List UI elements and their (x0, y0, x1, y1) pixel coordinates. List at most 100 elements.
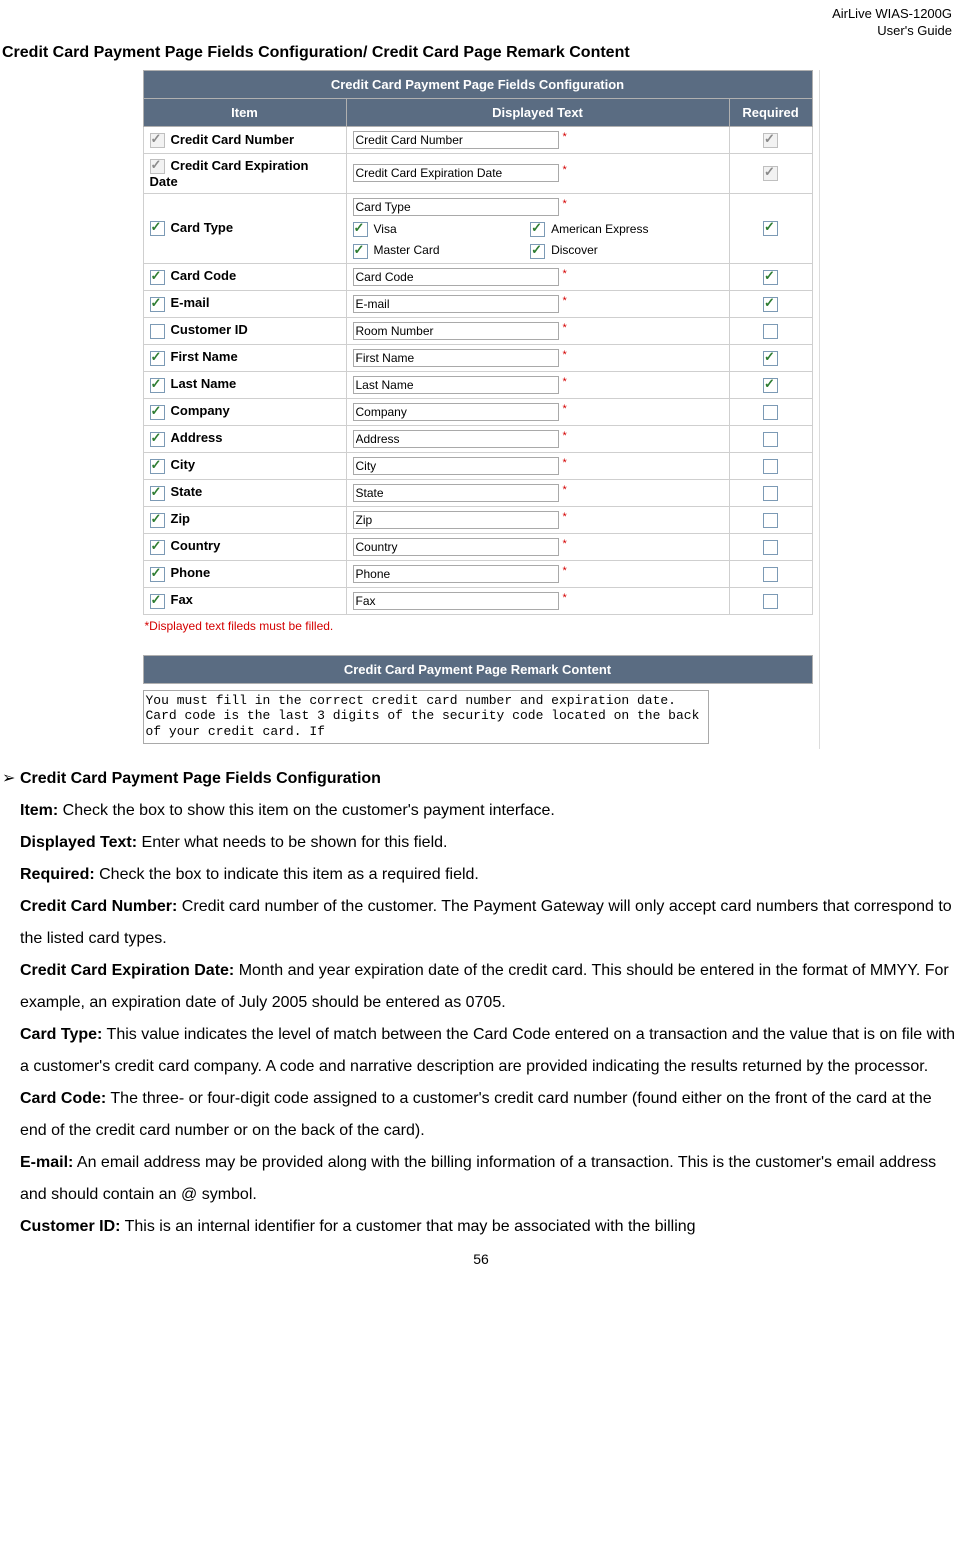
cardtype-checkbox[interactable] (353, 222, 368, 237)
required-cell (729, 263, 812, 290)
item-label: Customer ID (171, 322, 248, 337)
table-row: Credit Card Number* (143, 126, 812, 153)
required-checkbox[interactable] (763, 270, 778, 285)
table-row: Last Name* (143, 371, 812, 398)
displayed-cell: * (346, 425, 729, 452)
required-text: Check the box to indicate this item as a… (95, 866, 479, 883)
required-checkbox[interactable] (763, 513, 778, 528)
item-checkbox[interactable] (150, 324, 165, 339)
footnote: *Displayed text fileds must be filled. (143, 615, 813, 649)
item-label: Fax (171, 592, 193, 607)
required-star-icon: * (563, 484, 567, 496)
displayed-text-input[interactable] (353, 322, 559, 340)
section-heading: Credit Card Payment Page Fields Configur… (20, 763, 381, 795)
cardtype-label: Discover (551, 243, 598, 257)
required-checkbox[interactable] (763, 594, 778, 609)
bullet-icon: ➢ (2, 763, 20, 795)
item-checkbox[interactable] (150, 567, 165, 582)
table-row: City* (143, 452, 812, 479)
item-checkbox (150, 133, 165, 148)
displayed-text-input[interactable] (353, 349, 559, 367)
required-checkbox (763, 133, 778, 148)
page-number: 56 (0, 1243, 962, 1267)
required-star-icon: * (563, 430, 567, 442)
required-checkbox[interactable] (763, 459, 778, 474)
ccexp-label: Credit Card Expiration Date: (20, 962, 234, 979)
item-checkbox[interactable] (150, 486, 165, 501)
required-cell (729, 290, 812, 317)
item-cell: Company (143, 398, 346, 425)
item-checkbox[interactable] (150, 270, 165, 285)
item-label: State (171, 484, 203, 499)
required-star-icon: * (563, 457, 567, 469)
cardtype-checkbox[interactable] (353, 244, 368, 259)
required-star-icon: * (563, 592, 567, 604)
item-checkbox[interactable] (150, 297, 165, 312)
required-cell (729, 153, 812, 193)
displayed-text-input[interactable] (353, 376, 559, 394)
cardtype-checkbox[interactable] (530, 222, 545, 237)
item-checkbox[interactable] (150, 540, 165, 555)
displayed-cell: * (346, 317, 729, 344)
required-checkbox[interactable] (763, 567, 778, 582)
item-checkbox[interactable] (150, 221, 165, 236)
displayed-text-input[interactable] (353, 538, 559, 556)
required-cell (729, 533, 812, 560)
required-checkbox[interactable] (763, 324, 778, 339)
required-checkbox[interactable] (763, 486, 778, 501)
displayed-text-input[interactable] (353, 484, 559, 502)
required-checkbox[interactable] (763, 351, 778, 366)
table-row: State * (143, 479, 812, 506)
required-checkbox[interactable] (763, 221, 778, 236)
item-cell: Zip (143, 506, 346, 533)
displayed-text-input[interactable] (353, 511, 559, 529)
item-checkbox[interactable] (150, 351, 165, 366)
item-text: Check the box to show this item on the c… (58, 802, 555, 819)
displayed-text-input[interactable] (353, 592, 559, 610)
displayed-text-input[interactable] (353, 457, 559, 475)
item-checkbox[interactable] (150, 405, 165, 420)
displayed-text-input[interactable] (353, 131, 559, 149)
item-cell: Last Name (143, 371, 346, 398)
displayed-cell: * (346, 533, 729, 560)
required-cell (729, 371, 812, 398)
item-checkbox[interactable] (150, 459, 165, 474)
item-cell: State (143, 479, 346, 506)
remark-table: Credit Card Payment Page Remark Content (143, 655, 813, 684)
remark-textarea[interactable] (143, 690, 709, 744)
item-checkbox[interactable] (150, 432, 165, 447)
item-checkbox[interactable] (150, 594, 165, 609)
required-checkbox[interactable] (763, 378, 778, 393)
item-checkbox[interactable] (150, 378, 165, 393)
footnote-text: Displayed text fileds must be filled. (149, 619, 333, 633)
displayed-text-input[interactable] (353, 198, 559, 216)
ccode-text: The three- or four-digit code assigned t… (20, 1090, 932, 1139)
item-label: E-mail (171, 295, 210, 310)
displayed-text-input[interactable] (353, 403, 559, 421)
config-ui-block: Credit Card Payment Page Fields Configur… (143, 70, 820, 749)
required-checkbox[interactable] (763, 432, 778, 447)
page-title: Credit Card Payment Page Fields Configur… (0, 40, 962, 70)
displayed-text-input[interactable] (353, 295, 559, 313)
item-checkbox[interactable] (150, 513, 165, 528)
required-cell (729, 193, 812, 263)
required-checkbox (763, 166, 778, 181)
cardtype-label: Visa (374, 222, 397, 236)
doc-subtitle: User's Guide (877, 23, 952, 38)
cardtype-checkbox[interactable] (530, 244, 545, 259)
cardtype-label: American Express (551, 222, 648, 236)
displayed-text-input[interactable] (353, 430, 559, 448)
table-row: E-mail* (143, 290, 812, 317)
item-label: Address (171, 430, 223, 445)
required-checkbox[interactable] (763, 540, 778, 555)
required-checkbox[interactable] (763, 297, 778, 312)
displayed-text-input[interactable] (353, 268, 559, 286)
cardtype-label: Master Card (374, 243, 440, 257)
required-checkbox[interactable] (763, 405, 778, 420)
item-label: Country (171, 538, 221, 553)
required-star-icon: * (563, 403, 567, 415)
displayed-text-input[interactable] (353, 565, 559, 583)
item-cell: Credit Card Number (143, 126, 346, 153)
displayed-text-input[interactable] (353, 164, 559, 182)
item-label: Zip (171, 511, 191, 526)
